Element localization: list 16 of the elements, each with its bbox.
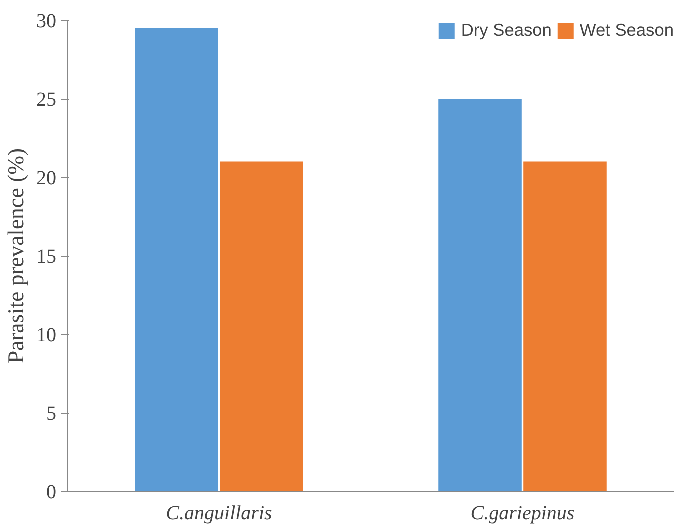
bar [220,162,304,492]
x-tick-label: C.anguillaris [166,502,273,524]
y-tick-label: 5 [46,403,56,425]
y-tick-label: 15 [36,246,56,268]
y-tick-label: 20 [36,168,56,190]
y-tick-label: 10 [36,324,56,346]
legend-label: Dry Season [461,20,552,41]
bar [438,99,522,492]
legend-label: Wet Season [580,20,674,41]
bar [524,162,607,492]
y-tick-label: 30 [36,10,56,32]
y-tick-label: 25 [36,89,56,111]
y-axis-title: Parasite prevalence (%) [4,148,28,364]
x-tick-label: C.gariepinus [470,502,575,524]
y-tick-label: 0 [46,482,56,504]
bar [135,28,218,492]
